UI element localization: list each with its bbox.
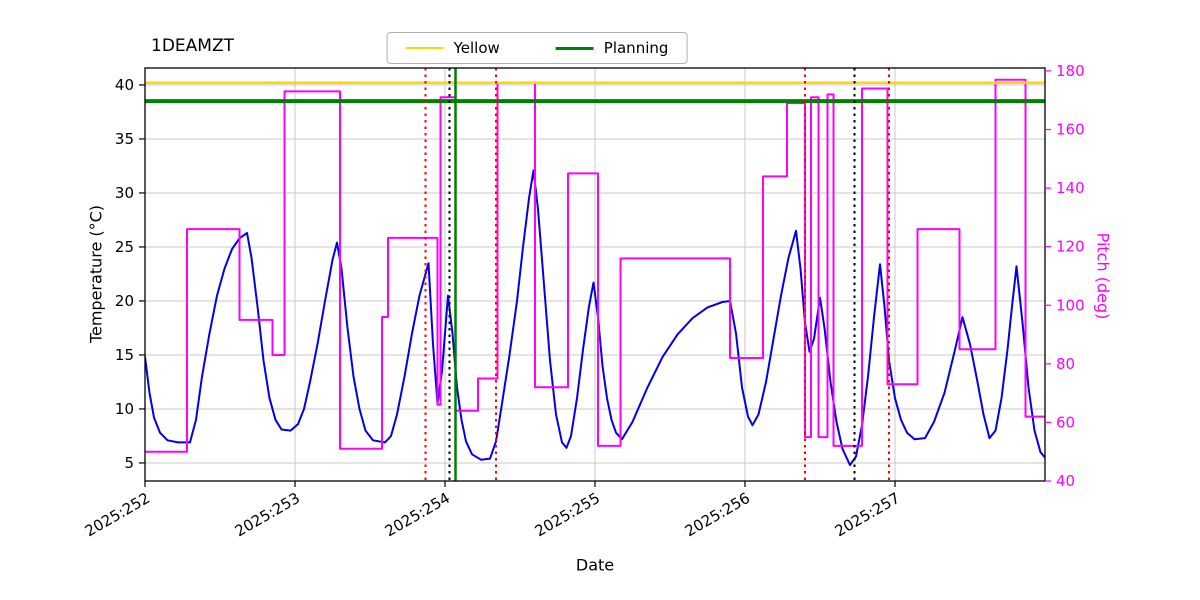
svg-text:10: 10	[115, 400, 134, 418]
gridlines	[144, 68, 1045, 481]
svg-text:25: 25	[115, 238, 134, 256]
yellow-line-swatch	[405, 47, 444, 49]
hlines	[145, 81, 1045, 104]
svg-text:140: 140	[1056, 179, 1085, 197]
svg-text:30: 30	[115, 184, 134, 202]
svg-text:2025:254: 2025:254	[382, 489, 453, 541]
svg-text:2025:257: 2025:257	[832, 489, 903, 541]
series	[145, 78, 1045, 467]
svg-text:60: 60	[1056, 413, 1075, 431]
planning-line-swatch	[555, 46, 594, 50]
svg-text:180: 180	[1056, 62, 1085, 80]
chart-title: 1DEAMZT	[151, 36, 234, 56]
svg-text:15: 15	[115, 346, 134, 364]
svg-text:5: 5	[124, 454, 134, 472]
svg-text:35: 35	[115, 130, 134, 148]
svg-text:2025:255: 2025:255	[532, 489, 603, 541]
svg-text:2025:256: 2025:256	[682, 489, 753, 541]
pitch-line	[145, 78, 1045, 453]
svg-text:100: 100	[1056, 296, 1085, 314]
svg-text:40: 40	[115, 76, 134, 94]
svg-text:2025:252: 2025:252	[82, 489, 153, 541]
temperature-line	[145, 169, 1045, 467]
legend-item-yellow: Yellow	[405, 39, 500, 57]
legend: Yellow Planning	[386, 32, 688, 64]
y-axis-label-right: Pitch (deg)	[1093, 232, 1113, 320]
svg-text:120: 120	[1056, 238, 1085, 256]
svg-text:20: 20	[115, 292, 134, 310]
legend-label-yellow: Yellow	[453, 39, 500, 57]
svg-text:160: 160	[1056, 121, 1085, 139]
svg-text:2025:253: 2025:253	[232, 489, 303, 541]
svg-text:40: 40	[1056, 472, 1075, 490]
legend-item-planning: Planning	[555, 39, 669, 57]
svg-text:80: 80	[1056, 355, 1075, 373]
x-axis-label: Date	[575, 555, 615, 575]
legend-label-planning: Planning	[603, 39, 669, 57]
vlines	[424, 68, 890, 481]
y-axis-label-left: Temperature (°C)	[86, 204, 106, 344]
